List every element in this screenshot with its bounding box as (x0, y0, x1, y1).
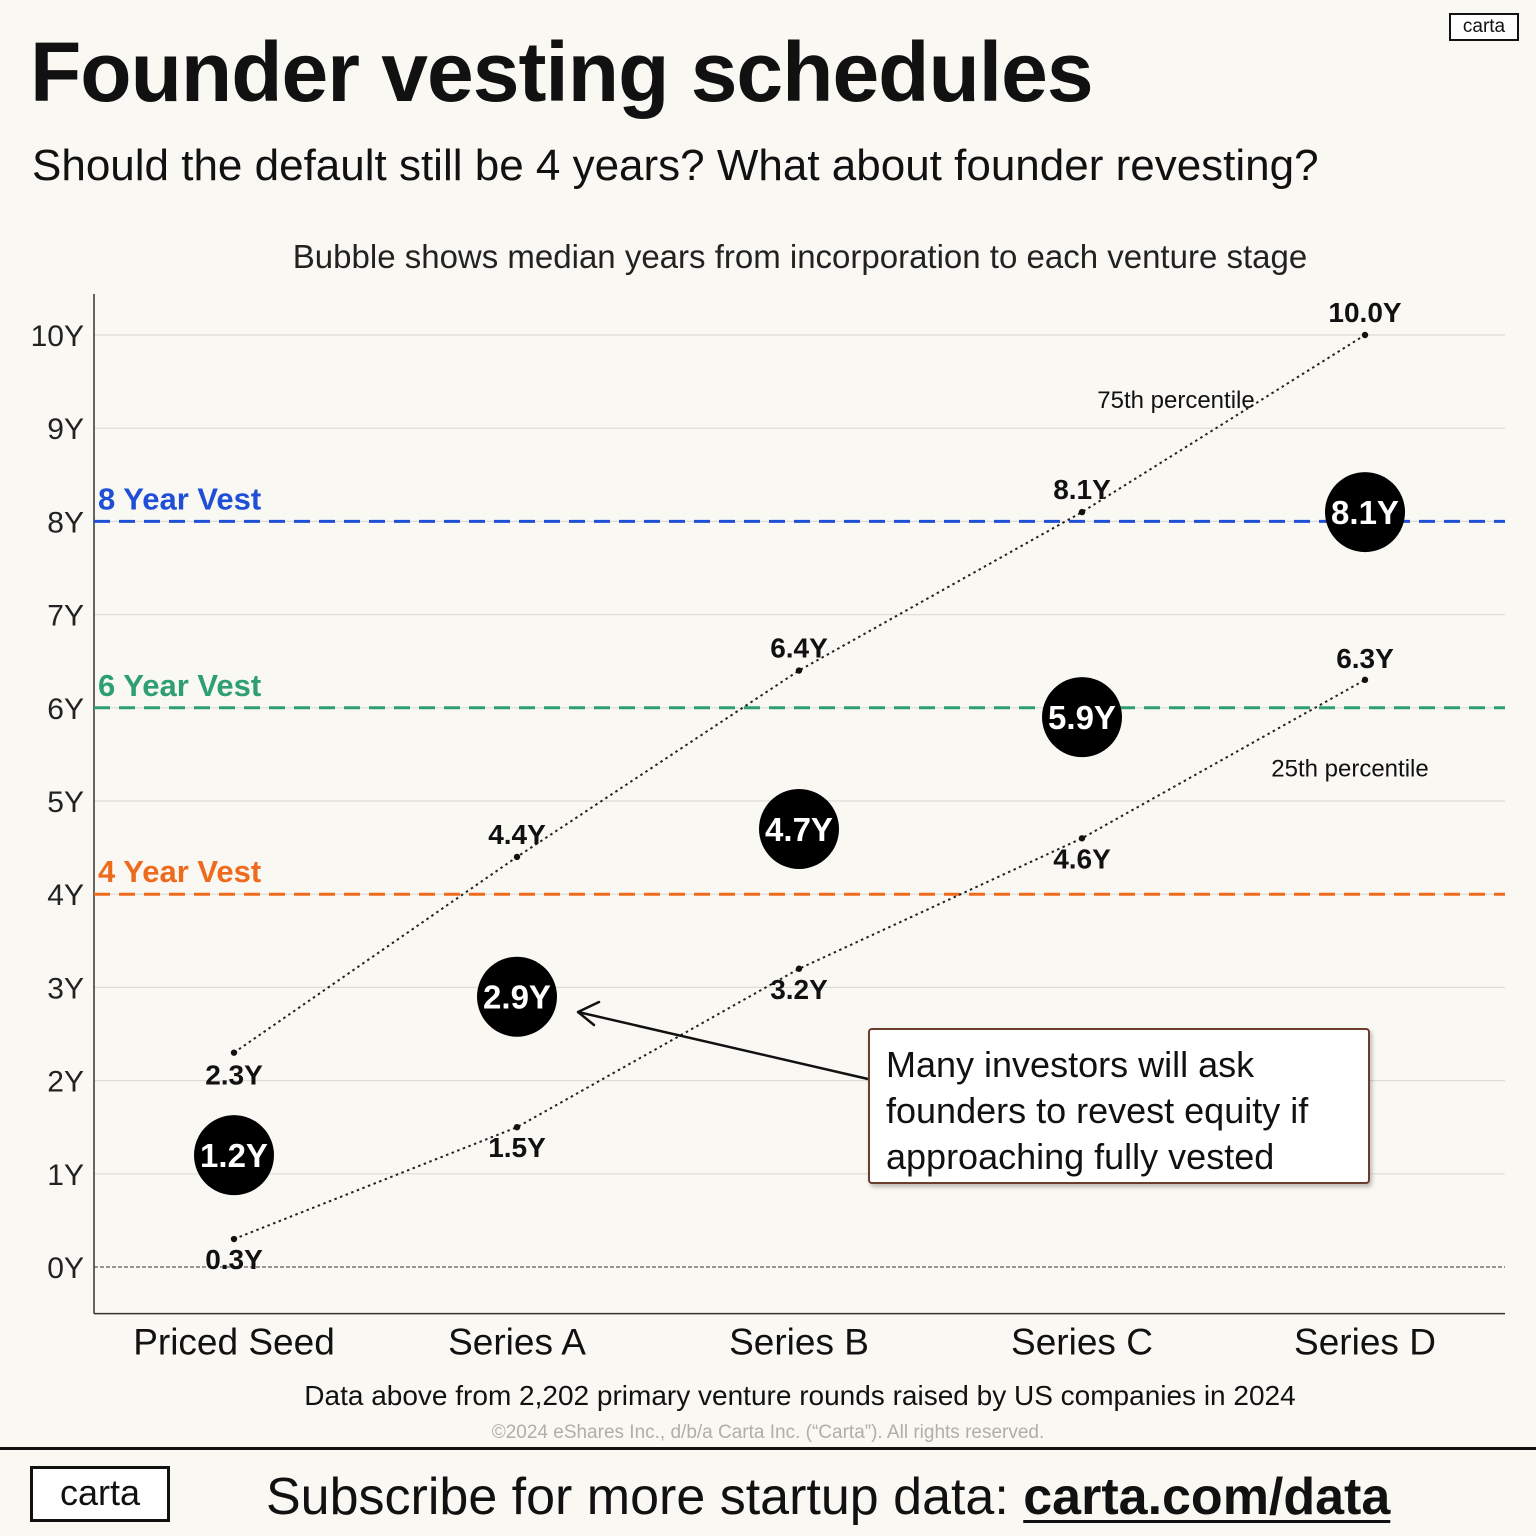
reference-line-label: 6 Year Vest (98, 668, 261, 703)
p25-label: 1.5Y (488, 1132, 546, 1163)
median-bubble (1325, 472, 1405, 553)
median-bubble-label: 2.9Y (483, 979, 551, 1016)
p25-label: 0.3Y (205, 1244, 263, 1275)
median-bubble (1042, 677, 1122, 758)
median-bubble (194, 1115, 274, 1196)
p25-label: 3.2Y (770, 974, 828, 1005)
median-bubble-label: 8.1Y (1331, 494, 1399, 531)
p25-label: 6.3Y (1336, 643, 1394, 674)
y-tick-label: 10Y (31, 320, 84, 353)
y-tick-label: 8Y (47, 506, 84, 539)
median-bubble (477, 956, 557, 1037)
y-tick-label: 7Y (47, 600, 84, 633)
x-tick-label: Series C (1011, 1322, 1153, 1363)
carta-data-link[interactable]: carta.com/data (1023, 1468, 1391, 1526)
y-tick-label: 0Y (47, 1252, 84, 1285)
median-bubble-label: 4.7Y (765, 811, 833, 848)
p75-label: 8.1Y (1053, 474, 1111, 505)
y-tick-label: 2Y (47, 1066, 84, 1099)
vesting-chart: Bubble shows median years from incorpora… (31, 238, 1505, 1443)
x-tick-label: Priced Seed (133, 1322, 335, 1363)
subscribe-cta: Subscribe for more startup data: carta.c… (266, 1466, 1390, 1528)
chart-title: Bubble shows median years from incorpora… (293, 238, 1307, 275)
page-title: Founder vesting schedules (30, 25, 1094, 119)
percentile-point (1361, 331, 1369, 339)
percentile-point (513, 853, 521, 861)
percentile-point (1078, 508, 1086, 516)
median-bubble-label: 5.9Y (1048, 699, 1116, 736)
x-tick-label: Series A (448, 1322, 586, 1363)
median-bubble-label: 1.2Y (200, 1137, 268, 1174)
y-tick-label: 1Y (47, 1159, 84, 1192)
source-note: Data above from 2,202 primary venture ro… (304, 1380, 1295, 1411)
percentile-point (795, 965, 803, 972)
percentile-line (233, 334, 1366, 1054)
median-bubble (759, 788, 839, 869)
carta-logo-footer: carta (30, 1466, 170, 1522)
p75-label: 4.4Y (488, 819, 546, 850)
p75-label: 10.0Y (1328, 297, 1401, 328)
annotation-arrowhead (576, 1000, 601, 1027)
y-tick-label: 6Y (47, 693, 84, 726)
percentile-point (795, 667, 803, 674)
p25-series-label: 25th percentile (1271, 755, 1428, 782)
footer-divider (0, 1447, 1536, 1450)
x-tick-label: Series D (1294, 1322, 1436, 1363)
chart-area: Bubble shows median years from incorpora… (0, 220, 1536, 1450)
x-tick-label: Series B (729, 1322, 869, 1363)
percentile-point (513, 1124, 521, 1131)
y-tick-label: 5Y (47, 786, 84, 819)
annotation-box: Many investors will ask founders to reve… (868, 1028, 1370, 1184)
y-tick-label: 4Y (47, 879, 84, 912)
p25-label: 4.6Y (1053, 843, 1111, 874)
y-tick-label: 9Y (47, 413, 84, 446)
percentile-point (230, 1235, 238, 1243)
carta-logo-small: carta (1449, 13, 1519, 41)
p75-series-label: 75th percentile (1097, 387, 1254, 414)
reference-line-label: 4 Year Vest (98, 854, 261, 889)
percentile-point (1361, 676, 1369, 684)
reference-line-label: 8 Year Vest (98, 481, 261, 516)
percentile-point (230, 1049, 238, 1056)
y-tick-label: 3Y (47, 972, 84, 1005)
subscribe-text: Subscribe for more startup data: (266, 1468, 1024, 1526)
p75-label: 6.4Y (770, 633, 828, 664)
p75-label: 2.3Y (205, 1060, 263, 1091)
percentile-point (1078, 835, 1086, 842)
copyright-text: ©2024 eShares Inc., d/b/a Carta Inc. (“C… (492, 1422, 1045, 1443)
page-subtitle: Should the default still be 4 years? Wha… (32, 141, 1319, 190)
annotation-arrow (577, 1010, 869, 1081)
